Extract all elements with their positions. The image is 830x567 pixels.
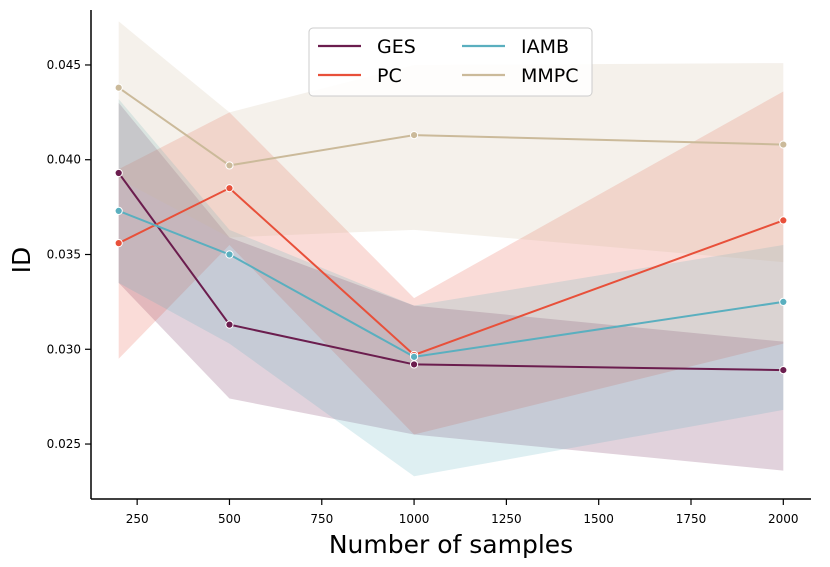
point-pc-2000: [779, 216, 788, 225]
legend-label-iamb: IAMB: [521, 36, 569, 58]
legend: GES PC IAMB MMPC: [308, 27, 593, 97]
band-ges: [118, 102, 784, 471]
band-mmpc: [118, 21, 784, 263]
band-pc: [118, 91, 784, 435]
line-mmpc: [118, 86, 784, 167]
point-iamb-200: [114, 206, 123, 216]
point-mmpc-200: [114, 83, 123, 92]
line-ges: [117, 172, 784, 372]
y-tick-label-0.035: 0.035: [47, 248, 81, 262]
point-mmpc-500: [225, 161, 234, 170]
y-axis-label: ID: [7, 247, 36, 274]
line-iamb: [118, 209, 784, 358]
point-mmpc-1000: [409, 130, 419, 140]
axes: 250 500 750 1000 1250 1500 1750 2000 0.025 0.030 0…: [47, 10, 811, 526]
point-iamb-500: [225, 250, 234, 259]
legend-label-ges: GES: [377, 36, 416, 58]
point-ges-200: [114, 168, 123, 178]
y-tick-label-0.025: 0.025: [47, 437, 81, 451]
point-ges-500: [225, 320, 234, 329]
point-ges-2000: [779, 366, 788, 375]
point-ges-1000: [409, 360, 419, 369]
x-tick-label-500: 500: [218, 512, 241, 526]
x-tick-label-2000: 2000: [768, 512, 799, 526]
point-mmpc-2000: [779, 140, 788, 149]
y-tick-label-0.045: 0.045: [47, 58, 81, 72]
x-tick-label-1750: 1750: [676, 512, 707, 526]
x-tick-label-750: 750: [310, 512, 333, 526]
x-tick-label-250: 250: [126, 512, 149, 526]
x-tick-label-1250: 1250: [491, 512, 522, 526]
point-pc-200: [114, 239, 123, 248]
point-iamb-1000: [409, 352, 419, 361]
line-pc: [118, 186, 784, 357]
x-axis-label: Number of samples: [329, 530, 573, 559]
series-markers: [114, 83, 788, 375]
legend-box: [308, 27, 593, 97]
legend-label-mmpc: MMPC: [521, 65, 579, 87]
series-lines: [117, 86, 784, 372]
band-iamb: [118, 99, 784, 477]
confidence-bands: [118, 21, 784, 477]
point-iamb-2000: [779, 297, 788, 306]
y-tick-label-0.040: 0.040: [47, 153, 81, 167]
y-tick-label-0.030: 0.030: [47, 342, 81, 356]
legend-label-pc: PC: [377, 65, 402, 87]
x-tick-label-1000: 1000: [399, 512, 430, 526]
x-tick-label-1500: 1500: [583, 512, 614, 526]
point-pc-500: [225, 184, 234, 193]
